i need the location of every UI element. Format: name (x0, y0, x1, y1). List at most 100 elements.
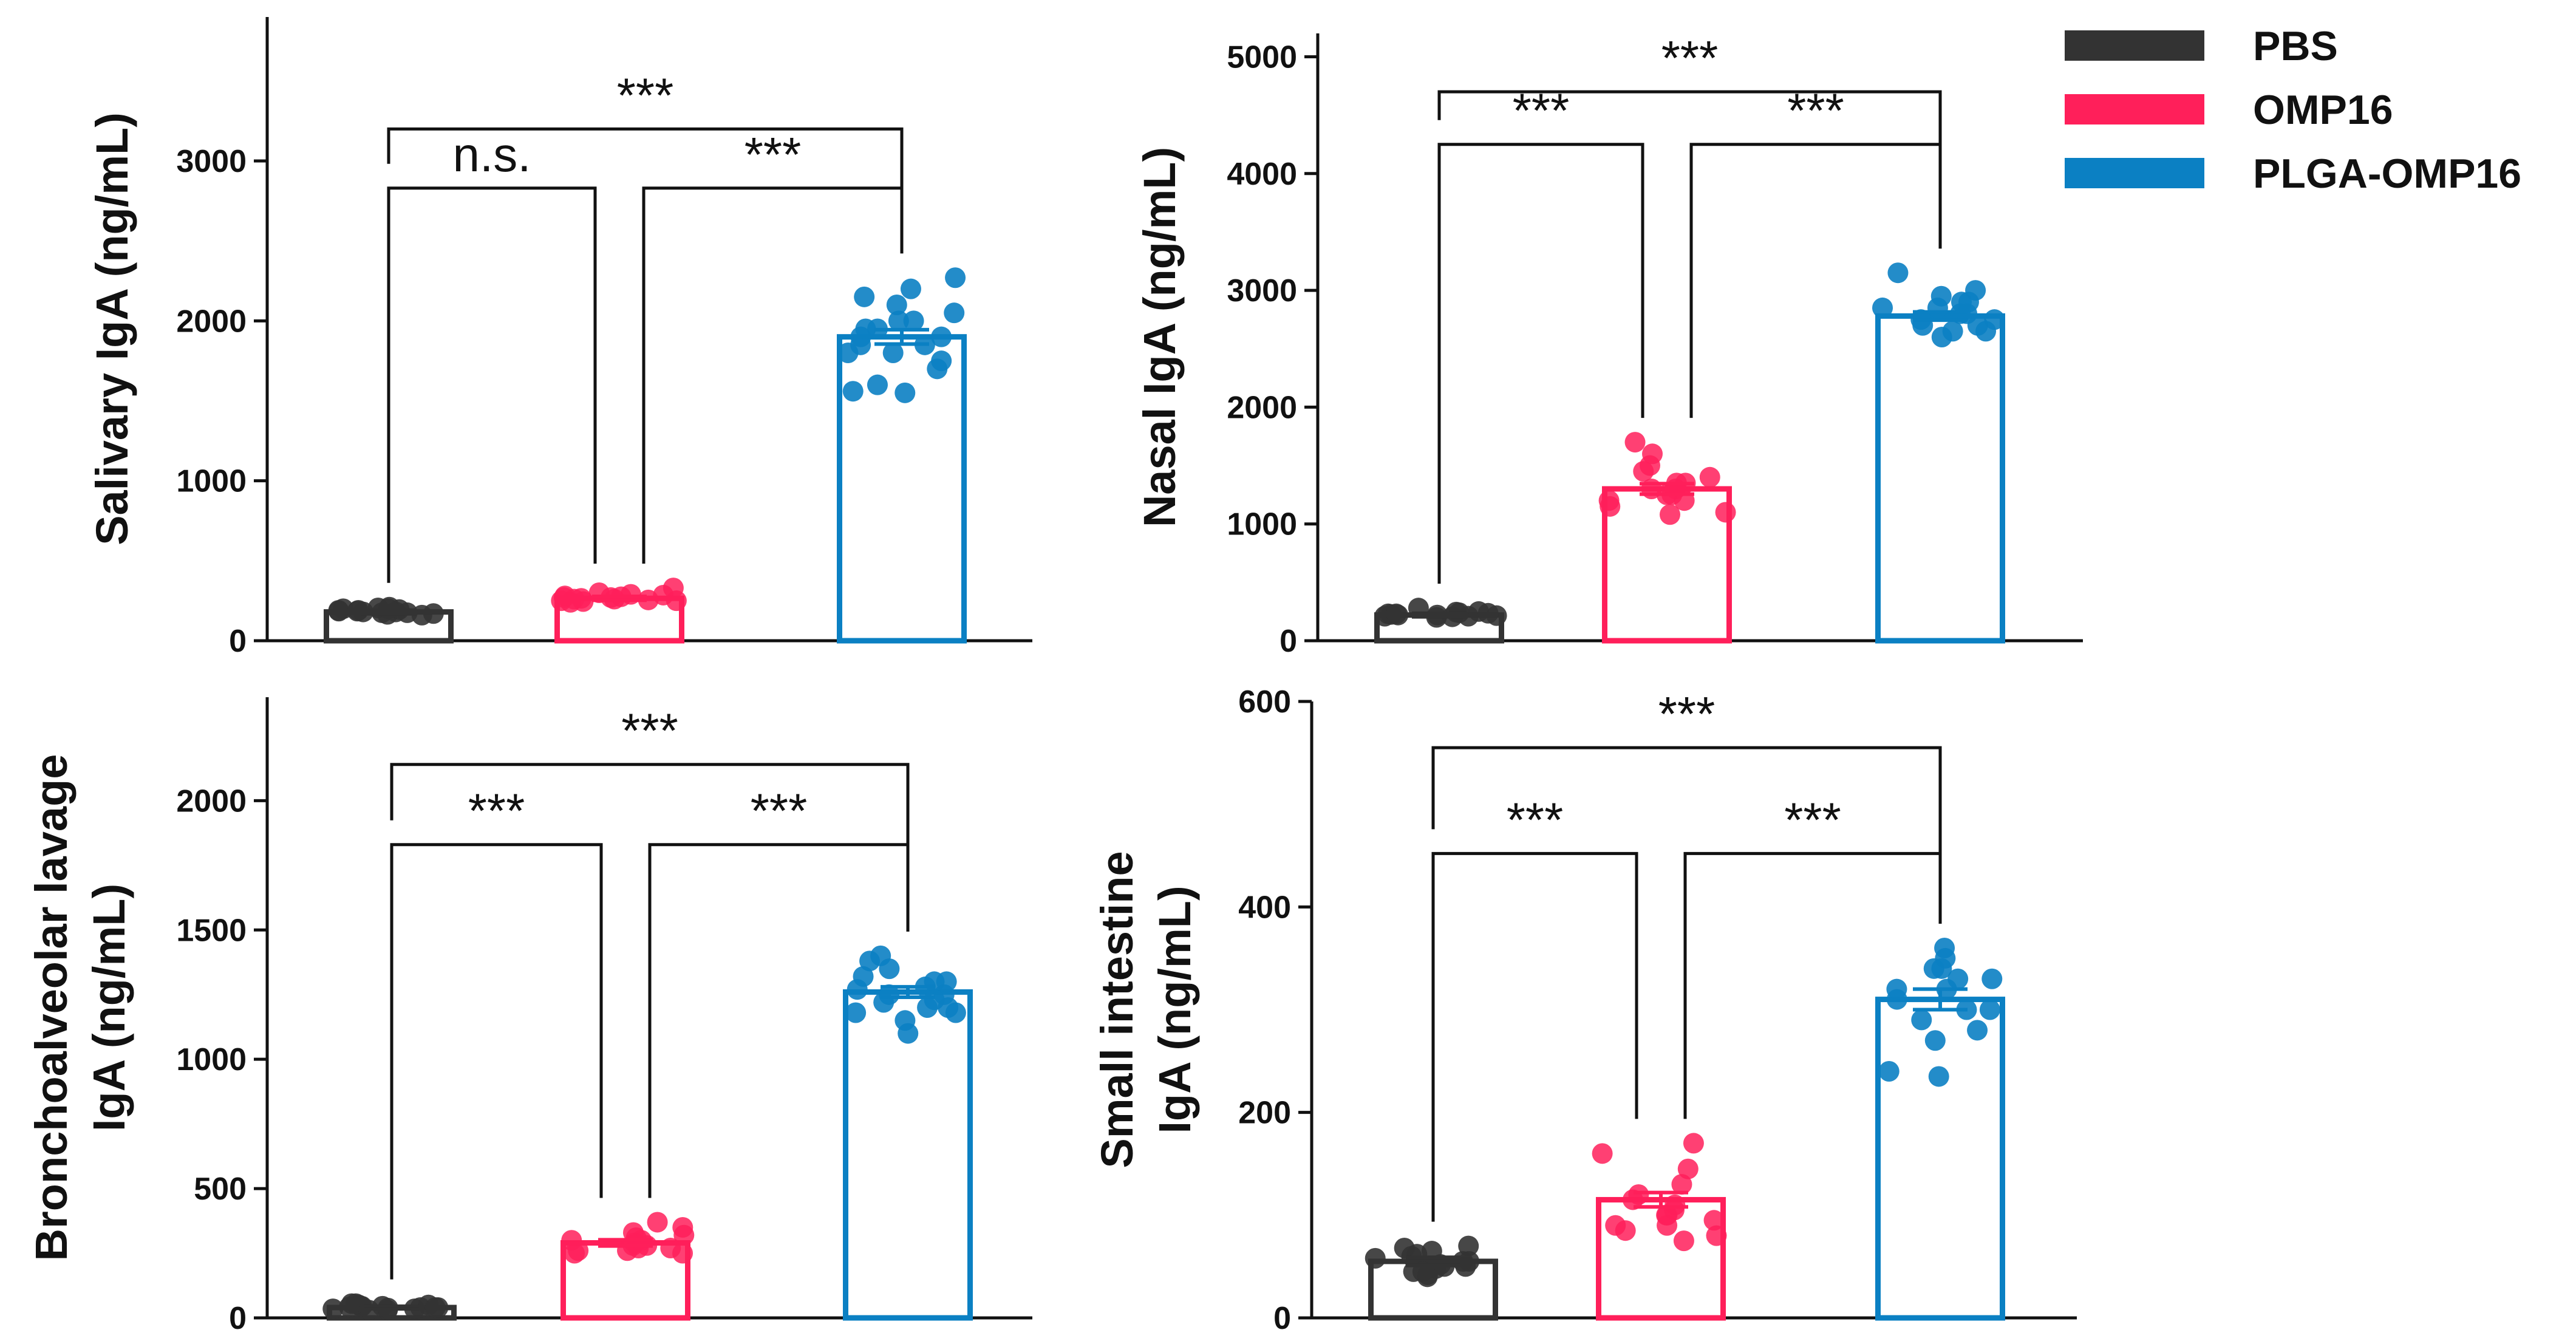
data-point (1878, 1061, 1900, 1082)
data-point (888, 310, 909, 332)
significance-bracket (390, 843, 603, 1280)
y-tick-label: 2000 (1227, 390, 1297, 425)
significance-label: *** (1661, 31, 1718, 85)
data-point (1683, 1133, 1704, 1154)
data-point (660, 1238, 681, 1259)
legend-swatch-pbs (2065, 30, 2204, 61)
data-point (622, 1222, 644, 1243)
data-point (1911, 1009, 1932, 1031)
significance-bracket (1437, 143, 1644, 584)
data-point (1624, 432, 1646, 453)
data-point (1965, 280, 1986, 301)
data-point (1592, 1143, 1613, 1164)
panels: 0 1000 2000 3000 Salivary IgA (ng/mL) n.s. ***… (26, 17, 2083, 1336)
significance-label: *** (1784, 793, 1841, 847)
chart-panel-1: 0 1000 2000 3000 Salivary IgA (ng/mL) n.s. ***… (87, 17, 1032, 659)
legend-label: PLGA-OMP16 (2253, 151, 2521, 197)
y-tick-label: 3000 (1227, 273, 1297, 309)
y-tick-label: 0 (229, 624, 247, 659)
significance-bracket (387, 127, 904, 254)
significance-bracket (1437, 90, 1942, 249)
data-point (867, 374, 888, 395)
data-point (1477, 602, 1499, 624)
data-point (855, 318, 876, 339)
data-point (854, 286, 875, 307)
data-point (1942, 321, 1963, 342)
significance-label: *** (1658, 687, 1715, 741)
data-point (945, 267, 966, 288)
data-point (1394, 1237, 1415, 1258)
significance-bracket (387, 186, 597, 583)
y-tick-label: 600 (1238, 684, 1291, 720)
data-point (879, 984, 900, 1005)
y-tick-label: 5000 (1227, 39, 1297, 75)
y-tick-label: 400 (1238, 890, 1291, 925)
data-point (894, 382, 916, 403)
data-point (647, 1212, 668, 1233)
y-axis-label: Small intestine (1092, 851, 1142, 1168)
y-axis-label: Bronchoalveolar lavage (26, 754, 77, 1261)
legend-label: PBS (2253, 23, 2338, 69)
y-axis-label: Nasal IgA (ng/mL) (1134, 147, 1185, 527)
legend-swatch-plga-omp16 (2065, 158, 2204, 188)
y-axis-label: IgA (ng/mL) (1150, 885, 1200, 1133)
significance-bracket (1431, 746, 1942, 924)
y-axis-label: IgA (ng/mL) (84, 884, 134, 1131)
data-point (424, 1297, 446, 1318)
chart-panel-4: 0 200 400 600 Small intestine IgA (ng/mL) *** *… (1092, 684, 2077, 1336)
significance-bracket (390, 763, 910, 932)
data-point (882, 343, 904, 363)
y-tick-label: 1500 (176, 913, 247, 948)
data-point (1951, 292, 1972, 313)
data-point (886, 295, 907, 315)
data-point (1967, 1020, 1988, 1041)
chart-panel-2: 0 1000 2000 3000 4000 5000 Nasal IgA (ng/mL) **… (1134, 31, 2083, 659)
significance-bracket (1431, 851, 1638, 1222)
y-tick-label: 0 (1279, 624, 1297, 659)
data-point (1930, 285, 1952, 307)
data-point (1699, 466, 1720, 488)
data-point (1979, 999, 2000, 1020)
significance-label: *** (617, 68, 673, 122)
data-point (1659, 504, 1680, 525)
y-tick-label: 2000 (176, 783, 247, 819)
data-point (322, 1298, 344, 1320)
data-point (1947, 968, 1969, 989)
data-point (842, 381, 864, 402)
significance-label: *** (468, 784, 525, 838)
data-point (328, 599, 349, 621)
data-point (1934, 938, 1955, 958)
significance-label: n.s. (453, 128, 531, 182)
significance-bracket (648, 843, 910, 1198)
significance-label: *** (745, 128, 801, 182)
data-point (1605, 1215, 1626, 1236)
data-point (924, 989, 945, 1011)
data-point (900, 278, 921, 299)
data-point (870, 945, 891, 966)
y-tick-label: 0 (229, 1301, 247, 1336)
bar-plga-omp16 (1875, 313, 2005, 644)
data-point (1459, 1250, 1480, 1272)
data-point (1928, 1066, 1949, 1087)
significance-bracket (642, 186, 904, 564)
y-tick-label: 1000 (176, 464, 247, 499)
data-point (936, 971, 957, 992)
data-point (1622, 1189, 1643, 1210)
data-point (931, 326, 952, 347)
data-point (845, 1002, 867, 1023)
data-point (1981, 968, 2003, 989)
data-point (1715, 502, 1736, 523)
data-point (1386, 603, 1407, 624)
data-point (847, 979, 868, 1000)
data-point (1706, 1225, 1727, 1246)
data-point (944, 302, 965, 324)
y-axis-label: Salivary IgA (ng/mL) (87, 112, 137, 545)
data-point (1458, 1235, 1479, 1257)
data-point (1417, 1264, 1438, 1285)
data-point (1931, 958, 1952, 979)
data-point (1887, 262, 1909, 284)
y-tick-label: 500 (194, 1172, 247, 1207)
y-tick-label: 2000 (176, 304, 247, 339)
data-point (1365, 1247, 1386, 1269)
legend-swatch-omp16 (2065, 94, 2204, 125)
